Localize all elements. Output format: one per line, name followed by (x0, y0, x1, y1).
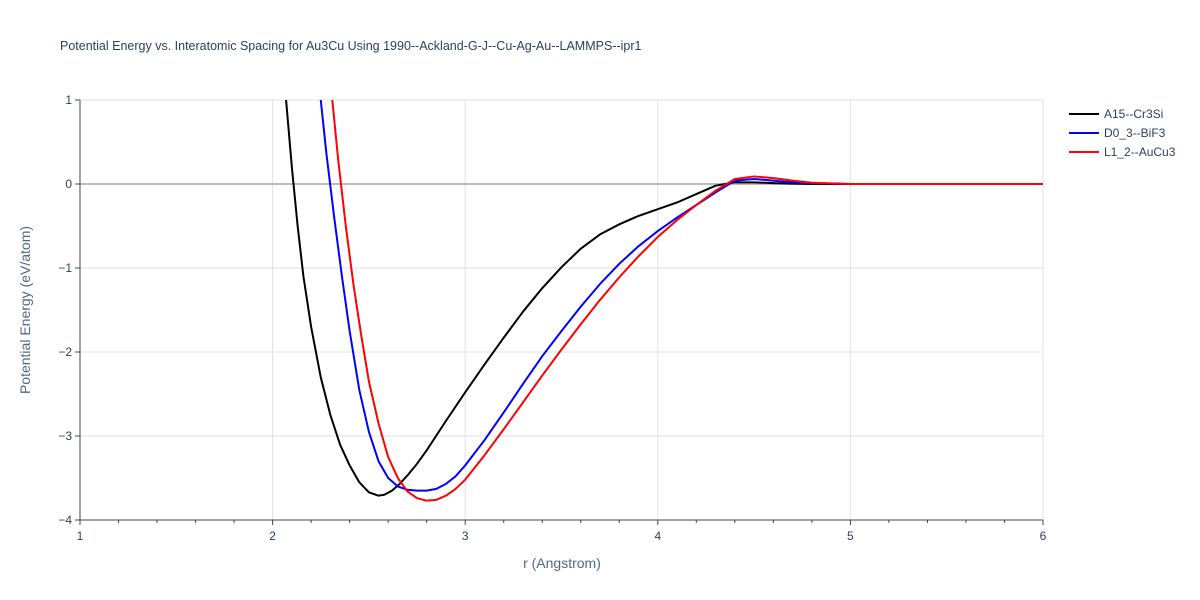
series-line-2[interactable] (331, 100, 1043, 502)
axes (75, 99, 1044, 525)
x-axis-title: r (Angstrom) (523, 555, 601, 571)
x-tick-label: 6 (1040, 529, 1047, 543)
y-tick-label: −2 (58, 345, 72, 359)
x-tick-label: 3 (462, 529, 469, 543)
legend-label: A15--Cr3Si (1104, 107, 1163, 121)
legend-item[interactable]: D0_3--BiF3 (1069, 126, 1166, 140)
tick-labels: 1 2 3 4 5 6 1 0 −1 −2 −3 −4 (58, 93, 1046, 543)
y-tick-label: 0 (65, 177, 72, 191)
series-line-1[interactable] (319, 100, 1043, 492)
y-axis-title: Potential Energy (eV/atom) (17, 226, 33, 394)
y-tick-label: −1 (58, 261, 72, 275)
x-tick-label: 4 (654, 529, 661, 543)
y-tick-label: 1 (65, 93, 72, 107)
legend-label: L1_2--AuCu3 (1104, 145, 1176, 159)
x-tick-label: 5 (847, 529, 854, 543)
chart-title: Potential Energy vs. Interatomic Spacing… (60, 39, 642, 53)
y-tick-label: −4 (58, 513, 72, 527)
x-tick-label: 1 (77, 529, 84, 543)
legend[interactable]: A15--Cr3Si D0_3--BiF3 L1_2--AuCu3 (1069, 107, 1176, 159)
series-layer (285, 100, 1043, 502)
legend-item[interactable]: L1_2--AuCu3 (1069, 145, 1176, 159)
legend-label: D0_3--BiF3 (1104, 126, 1166, 140)
legend-item[interactable]: A15--Cr3Si (1069, 107, 1163, 121)
x-tick-label: 2 (269, 529, 276, 543)
y-tick-label: −3 (58, 429, 72, 443)
